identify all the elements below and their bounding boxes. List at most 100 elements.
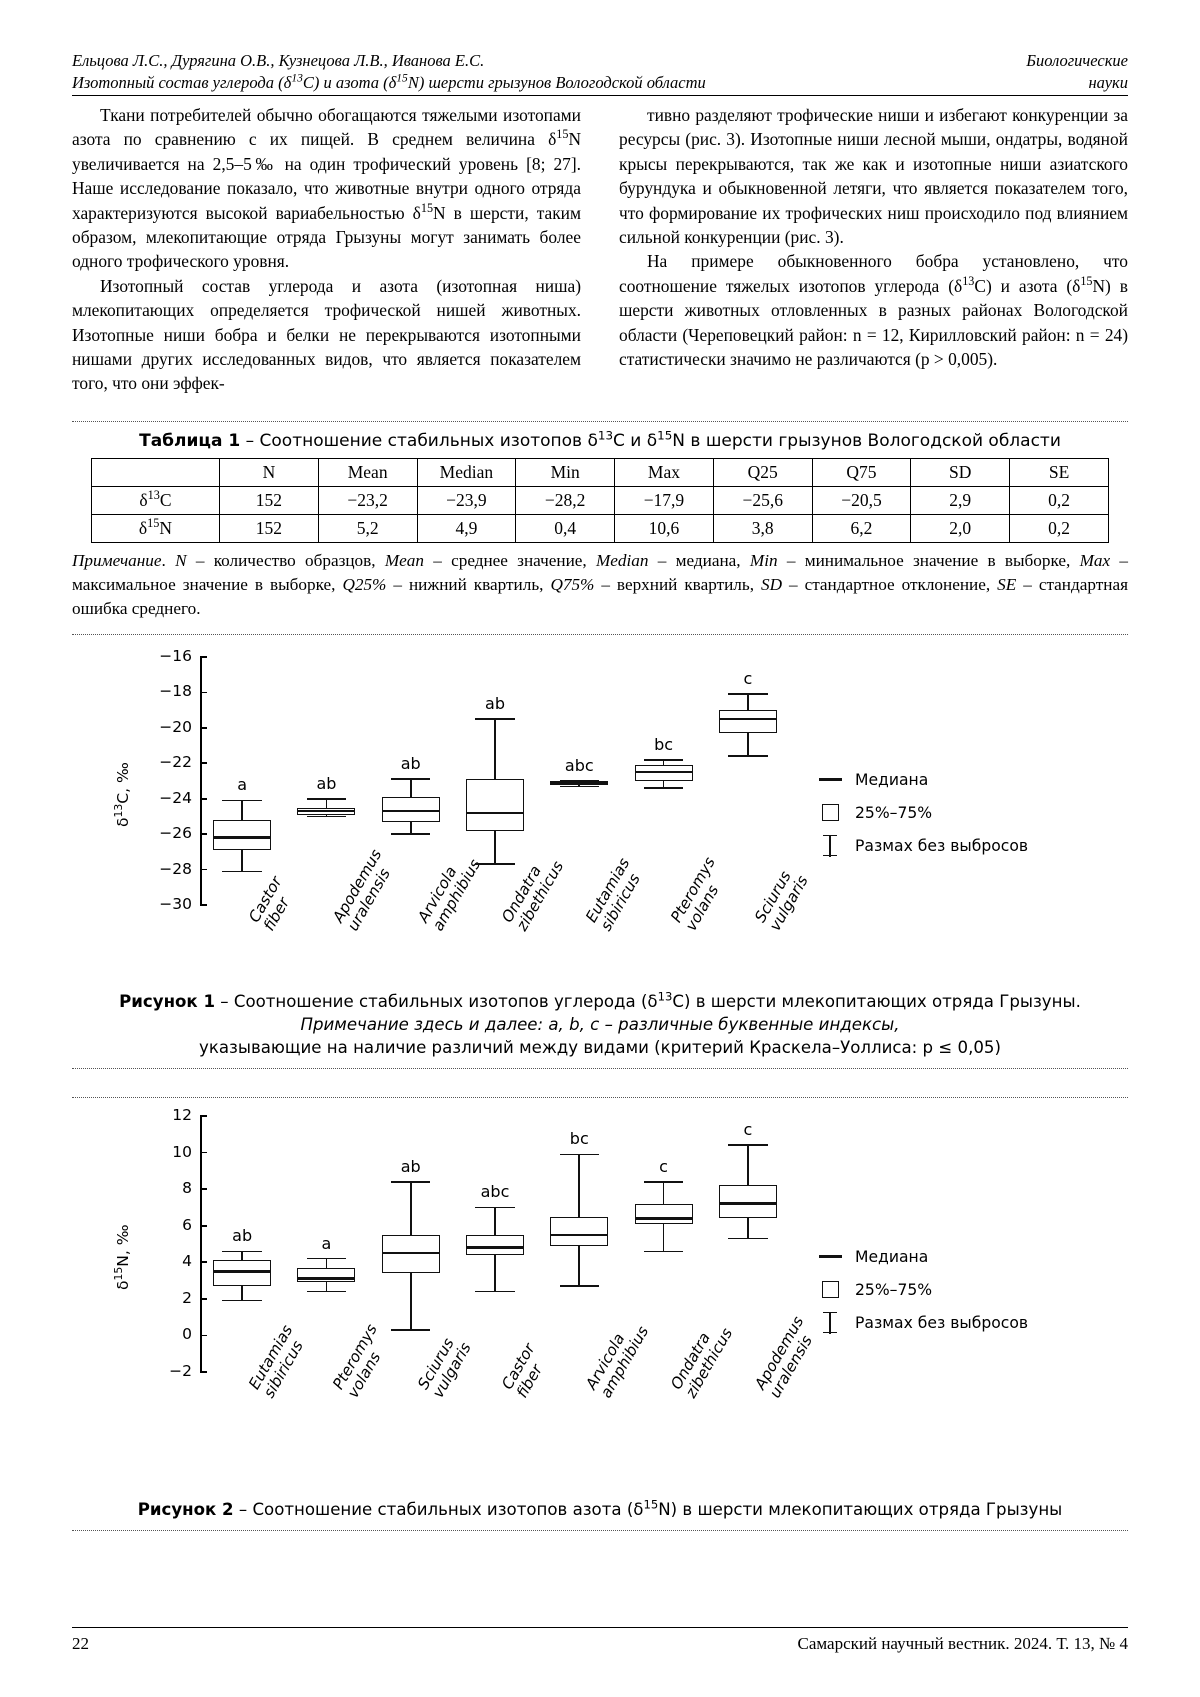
figure-1-bottom-divider	[72, 1068, 1128, 1069]
significance-letters: abc	[480, 1182, 510, 1202]
x-axis-category-label: Ondatra zibethicus	[666, 1324, 736, 1401]
table-header-mean: Mean	[317, 458, 418, 487]
table-cell: 6,2	[811, 514, 912, 543]
y-axis-tick	[200, 833, 207, 835]
table-cell: 0,2	[1009, 514, 1109, 543]
x-axis-category-label: Sciurus vulgaris	[750, 867, 812, 934]
boxplot-lower-whisker	[325, 1282, 328, 1292]
table-header-se: SE	[1009, 458, 1109, 487]
significance-letters: a	[237, 775, 248, 795]
x-axis-category-label: Castor fiber	[498, 1340, 547, 1401]
boxplot-upper-cap	[222, 799, 262, 802]
paragraph-right-1: тивно разделяют трофические ниши и избег…	[619, 105, 1128, 248]
y-axis-tick	[200, 1298, 207, 1300]
boxplot-lower-whisker	[241, 850, 243, 872]
boxplot-upper-whisker	[747, 1145, 749, 1186]
y-axis-tick-label: 12	[172, 1106, 192, 1124]
range-whisker-icon	[812, 1311, 848, 1334]
boxplot-upper-whisker	[325, 1258, 328, 1268]
boxplot-lower-cap	[475, 863, 515, 866]
y-axis-tick	[200, 762, 207, 765]
significance-letters: ab	[400, 754, 421, 774]
boxplot-median-line	[466, 811, 524, 815]
legend-label: Медиана	[855, 1247, 929, 1266]
table-header-row: N Mean Median Min Max Q25 Q75 SD SE	[91, 458, 1109, 487]
y-axis-label: δ13C, ‰	[111, 762, 132, 827]
significance-letters: c	[743, 1120, 753, 1140]
figure-2-block: −2 0 2 4 6 8 10 12 δ15N, ‰ ab Eutamias sibiricus a Pt…	[72, 1097, 1128, 1531]
boxplot-lower-cap	[306, 1290, 347, 1293]
boxplot-median-line	[634, 770, 693, 774]
table-cell: 2,0	[910, 514, 1011, 543]
boxplot-upper-whisker	[747, 694, 749, 711]
body-column-right: тивно разделяют трофические ниши и избег…	[619, 103, 1128, 396]
boxplot-lower-cap	[559, 1285, 599, 1287]
table-cell: 0,4	[515, 514, 616, 543]
figure-2-caption-label: Рисунок 2	[137, 1500, 234, 1519]
x-axis-category-label: Apodemus uralensis	[329, 846, 395, 934]
paragraph-left-1: Ткани потребителей обычно обогащаются тя…	[72, 105, 581, 272]
y-axis-tick	[200, 904, 207, 906]
boxplot-upper-whisker	[494, 719, 496, 780]
boxplot-lower-whisker	[662, 781, 665, 789]
y-axis-tick-label: −20	[159, 717, 192, 736]
boxplot-quartile-box	[297, 1267, 356, 1283]
figure-2-plot: −2 0 2 4 6 8 10 12 δ15N, ‰ ab Eutamias sibiricus a Pt…	[72, 1098, 1128, 1498]
boxplot-quartile-box	[718, 1185, 777, 1219]
boxplot-upper-cap	[559, 1153, 599, 1156]
table-body: δ13С 152 −23,2 −23,9 −28,2 −17,9 −25,6 −20,5 2,9…	[91, 486, 1109, 543]
boxplot-median-line	[381, 809, 440, 813]
table-header-q25: Q25	[712, 458, 813, 487]
median-line-icon	[812, 778, 848, 781]
table-row: δ15N 152 5,2 4,9 0,4 10,6 3,8 6,2 2,0 0,2	[91, 514, 1109, 543]
boxplot-lower-cap	[643, 1250, 684, 1253]
table-note-label: Примечание	[72, 551, 162, 570]
significance-letters: c	[743, 669, 753, 689]
figure-2-top-divider	[72, 1097, 1128, 1098]
y-axis-tick	[200, 1224, 207, 1227]
boxplot-upper-cap	[390, 1181, 431, 1183]
boxplot-quartile-box	[213, 819, 272, 851]
boxplot-upper-whisker	[409, 1181, 412, 1235]
y-axis-tick-label: 6	[182, 1215, 192, 1234]
table-row-label: δ13С	[91, 486, 220, 515]
body-column-left: Ткани потребителей обычно обогащаются тя…	[72, 103, 581, 396]
running-head-section-line1: Биологические	[1026, 51, 1128, 70]
significance-letters: bc	[654, 734, 674, 754]
boxplot-median-line	[718, 717, 777, 721]
boxplot-upper-whisker	[662, 759, 665, 766]
boxplot-upper-whisker	[662, 1181, 665, 1204]
boxplot-quartile-box	[381, 796, 440, 822]
table-cell: −28,2	[515, 486, 616, 515]
boxplot-lower-cap	[222, 870, 262, 873]
table-row-label: δ15N	[91, 514, 220, 543]
boxplot-lower-whisker	[578, 784, 581, 787]
running-head-authors: Ельцова Л.С., Дурягина О.В., Кузнецова Л…	[72, 51, 485, 70]
statistics-table: N Mean Median Min Max Q25 Q75 SD SE δ13С 152 −23,2…	[91, 458, 1109, 543]
range-whisker-icon	[812, 834, 848, 857]
page-footer: 22 Самарский научный вестник. 2024. Т. 1…	[72, 1634, 1128, 1654]
legend-item: Медиана	[812, 1240, 1028, 1273]
boxplot-upper-whisker	[241, 800, 243, 820]
y-axis-tick-label: 4	[182, 1252, 192, 1271]
table-cell: 2,9	[910, 486, 1011, 515]
legend-item: Медиана	[812, 763, 1028, 796]
table-header-max: Max	[614, 458, 714, 487]
boxplot-lower-cap	[390, 833, 431, 835]
table-cell: 152	[219, 486, 319, 515]
significance-letters: ab	[485, 694, 505, 713]
running-head-article-title: Изотопный состав углерода (δ13С) и азота…	[72, 72, 706, 92]
y-axis-tick-label: 8	[182, 1179, 192, 1198]
boxplot-median-line	[550, 1233, 609, 1237]
figure-1-block: −30 −28 −26 −24 −22 −20 −18 −16 δ13C, ‰ a Castor fi…	[72, 634, 1128, 1069]
legend-label: 25%–75%	[855, 803, 933, 822]
boxplot-lower-whisker	[662, 1223, 665, 1252]
y-axis-tick-label: −18	[159, 682, 192, 701]
plot-legend: Медиана 25%–75% Размах без выбросов	[812, 1240, 1028, 1339]
significance-letters: ab	[400, 1156, 421, 1176]
table-cell: 5,2	[317, 514, 418, 543]
boxplot-upper-cap	[728, 693, 768, 695]
paragraph-left-2: Изотопный состав углерода и азота (изото…	[72, 275, 581, 394]
plot-legend: Медиана 25%–75% Размах без выбросов	[812, 763, 1028, 862]
